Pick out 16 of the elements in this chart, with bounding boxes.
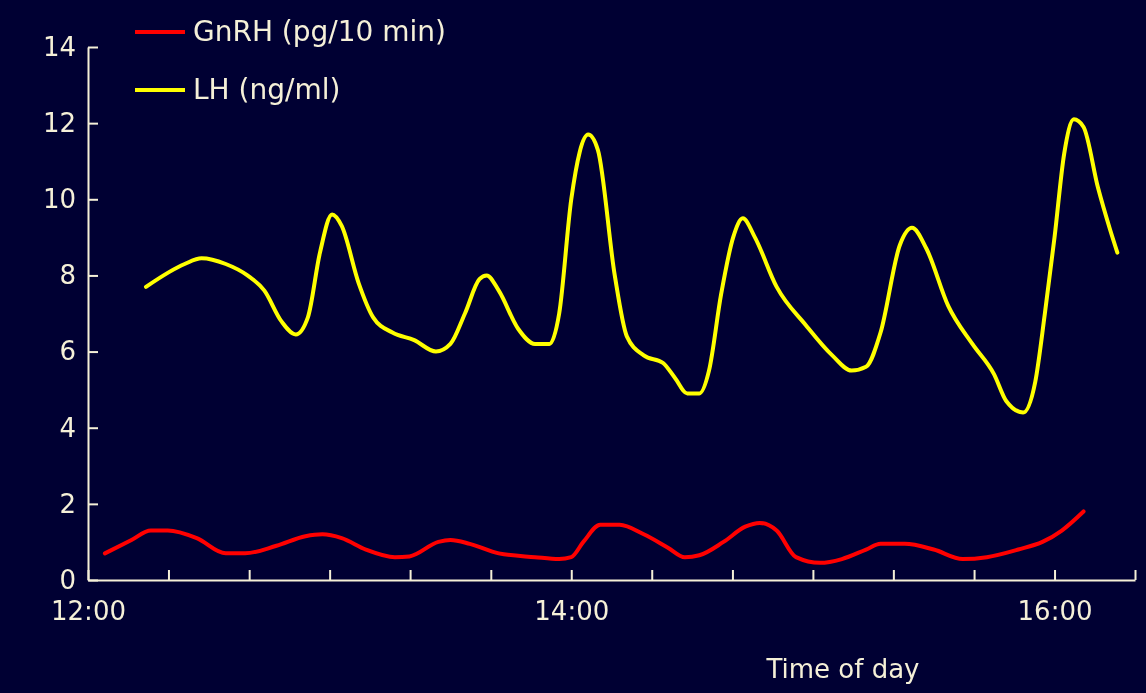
- y-tick-label: 8: [59, 260, 76, 291]
- x-tick-label: 14:00: [534, 596, 610, 627]
- legend-label: LH (ng/ml): [193, 73, 341, 106]
- y-tick-label: 14: [42, 31, 76, 62]
- y-tick-label: 6: [59, 336, 76, 367]
- legend-label: GnRH (pg/10 min): [193, 15, 447, 48]
- line-series: [102, 509, 1086, 565]
- x-tick-label: 16:00: [1017, 596, 1093, 627]
- x-axis-title: Time of day: [765, 654, 920, 684]
- line-series: [143, 117, 1120, 415]
- y-tick-label: 12: [42, 107, 76, 138]
- y-tick-label: 2: [59, 488, 76, 519]
- y-tick-label: 0: [59, 564, 76, 595]
- y-tick-label: 4: [59, 412, 76, 443]
- y-tick-label: 10: [42, 184, 76, 215]
- x-tick-label: 12:00: [51, 596, 126, 627]
